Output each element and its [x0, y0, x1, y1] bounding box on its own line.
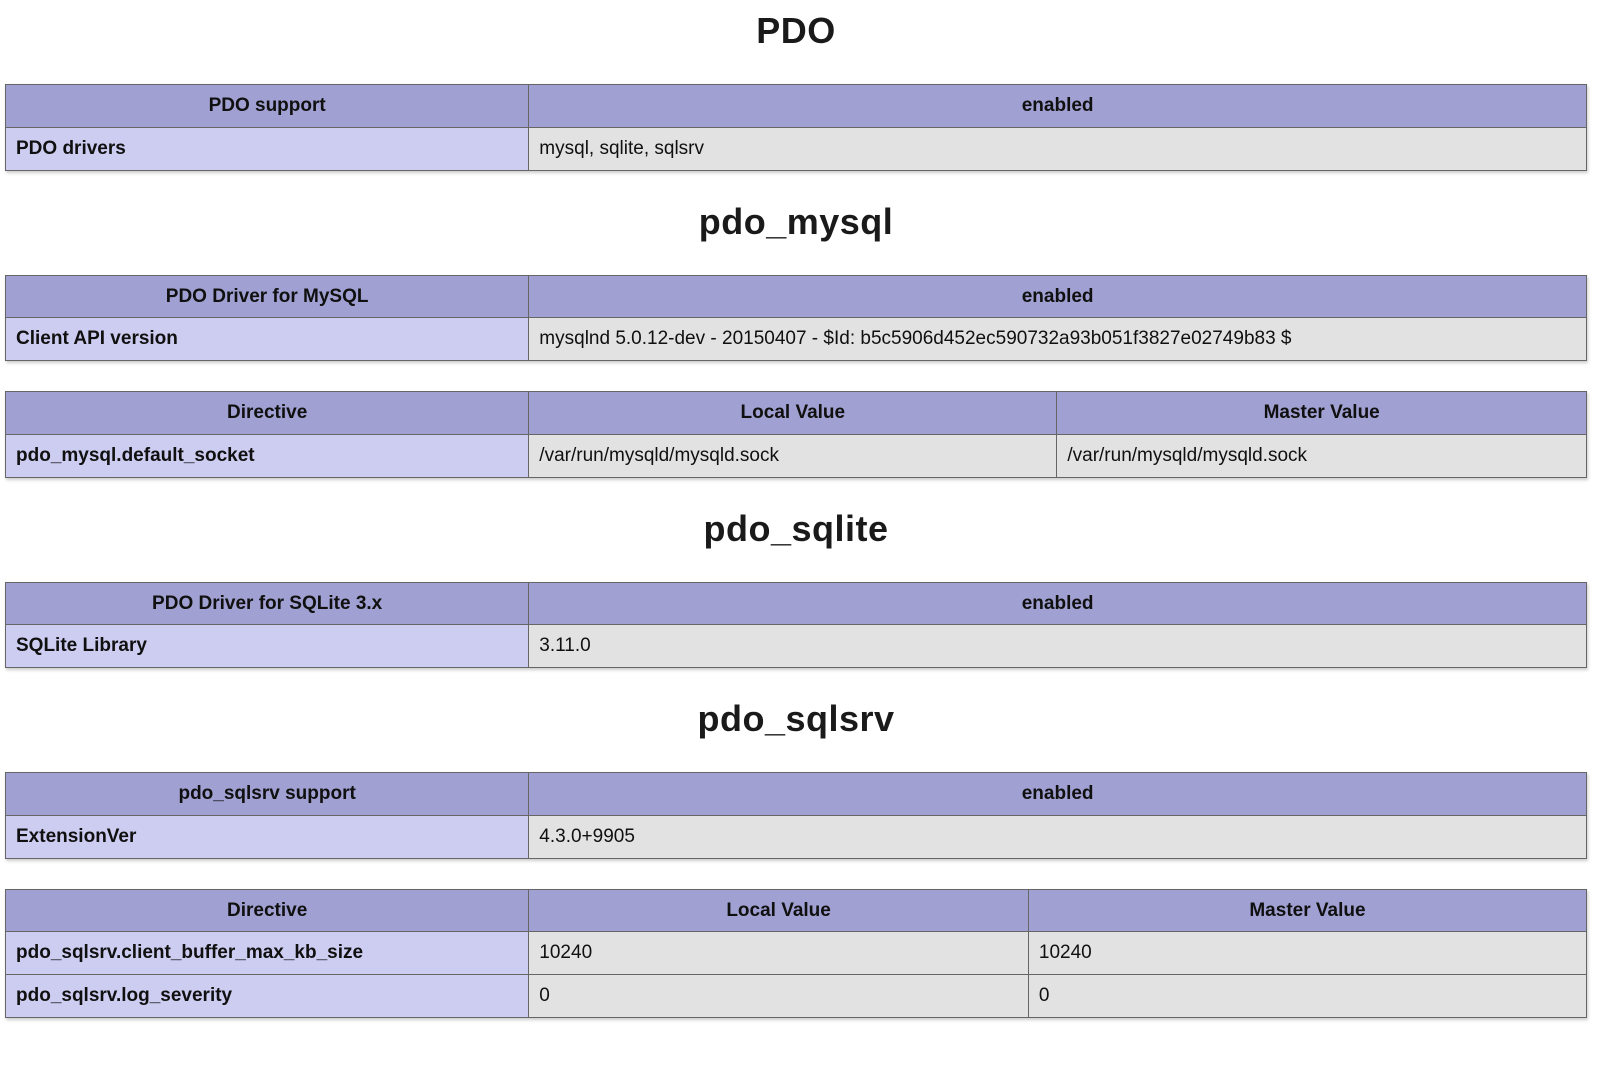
table-row: Client API version mysqlnd 5.0.12-dev - …	[4, 317, 1587, 361]
header-cell: Directive	[4, 391, 530, 435]
header-cell: Master Value	[1027, 888, 1588, 933]
directive-name-cell: pdo_sqlsrv.client_buffer_max_kb_size	[4, 931, 530, 975]
header-cell: PDO support	[4, 84, 530, 128]
pdo-sqlite-info-table: PDO Driver for SQLite 3.x enabled SQLite…	[4, 581, 1587, 669]
label-cell: ExtensionVer	[4, 814, 530, 859]
pdo-support-table: PDO support enabled PDO drivers mysql, s…	[4, 84, 1587, 171]
header-cell: Local Value	[528, 888, 1029, 933]
module-title-pdo-mysql: pdo_mysql	[698, 200, 894, 242]
value-cell: 3.11.0	[528, 624, 1587, 668]
label-cell: PDO drivers	[4, 126, 530, 171]
pdo-sqlsrv-info-table: pdo_sqlsrv support enabled ExtensionVer …	[4, 772, 1587, 859]
local-value-cell: 10240	[528, 931, 1029, 975]
header-cell: PDO Driver for SQLite 3.x	[4, 581, 530, 626]
header-cell: Master Value	[1056, 391, 1587, 435]
table-header-row: PDO Driver for MySQL enabled	[4, 274, 1587, 319]
table-row: PDO drivers mysql, sqlite, sqlsrv	[4, 126, 1587, 171]
master-value-cell: 0	[1027, 974, 1588, 1018]
table-header-row: PDO Driver for SQLite 3.x enabled	[4, 581, 1587, 626]
module-title-pdo-sqlsrv: pdo_sqlsrv	[697, 698, 895, 739]
table-header-row: pdo_sqlsrv support enabled	[4, 772, 1587, 816]
directive-name-cell: pdo_mysql.default_socket	[4, 433, 530, 478]
table-row: pdo_sqlsrv.client_buffer_max_kb_size 102…	[4, 931, 1588, 975]
header-cell: Directive	[4, 888, 530, 933]
header-cell: enabled	[528, 772, 1587, 816]
label-cell: SQLite Library	[4, 624, 530, 668]
pdo-mysql-directive-table: Directive Local Value Master Value pdo_m…	[4, 391, 1587, 478]
header-cell: enabled	[528, 581, 1587, 626]
module-title-pdo: PDO	[756, 10, 836, 51]
value-cell: mysqlnd 5.0.12-dev - 20150407 - $Id: b5c…	[528, 317, 1587, 361]
directive-name-cell: pdo_sqlsrv.log_severity	[4, 974, 530, 1018]
header-cell: PDO Driver for MySQL	[4, 274, 530, 319]
master-value-cell: 10240	[1027, 931, 1588, 975]
pdo-sqlsrv-directive-table: Directive Local Value Master Value pdo_s…	[4, 888, 1588, 1018]
module-title-pdo-sqlite: pdo_sqlite	[703, 507, 889, 549]
value-cell: 4.3.0+9905	[528, 814, 1587, 859]
table-row: ExtensionVer 4.3.0+9905	[4, 814, 1587, 859]
table-row: SQLite Library 3.11.0	[4, 624, 1587, 668]
pdo-mysql-info-table: PDO Driver for MySQL enabled Client API …	[4, 274, 1587, 362]
value-cell: mysql, sqlite, sqlsrv	[528, 126, 1587, 171]
local-value-cell: /var/run/mysqld/mysqld.sock	[528, 433, 1058, 478]
header-cell: enabled	[528, 84, 1587, 128]
header-cell: enabled	[528, 274, 1587, 319]
table-header-row: PDO support enabled	[4, 84, 1587, 128]
table-header-row: Directive Local Value Master Value	[4, 888, 1588, 933]
label-cell: Client API version	[4, 317, 530, 361]
header-cell: pdo_sqlsrv support	[4, 772, 530, 816]
master-value-cell: /var/run/mysqld/mysqld.sock	[1056, 433, 1587, 478]
table-row: pdo_mysql.default_socket /var/run/mysqld…	[4, 433, 1587, 478]
header-cell: Local Value	[528, 391, 1058, 435]
local-value-cell: 0	[528, 974, 1029, 1018]
table-header-row: Directive Local Value Master Value	[4, 391, 1587, 435]
table-row: pdo_sqlsrv.log_severity 0 0	[4, 974, 1588, 1018]
